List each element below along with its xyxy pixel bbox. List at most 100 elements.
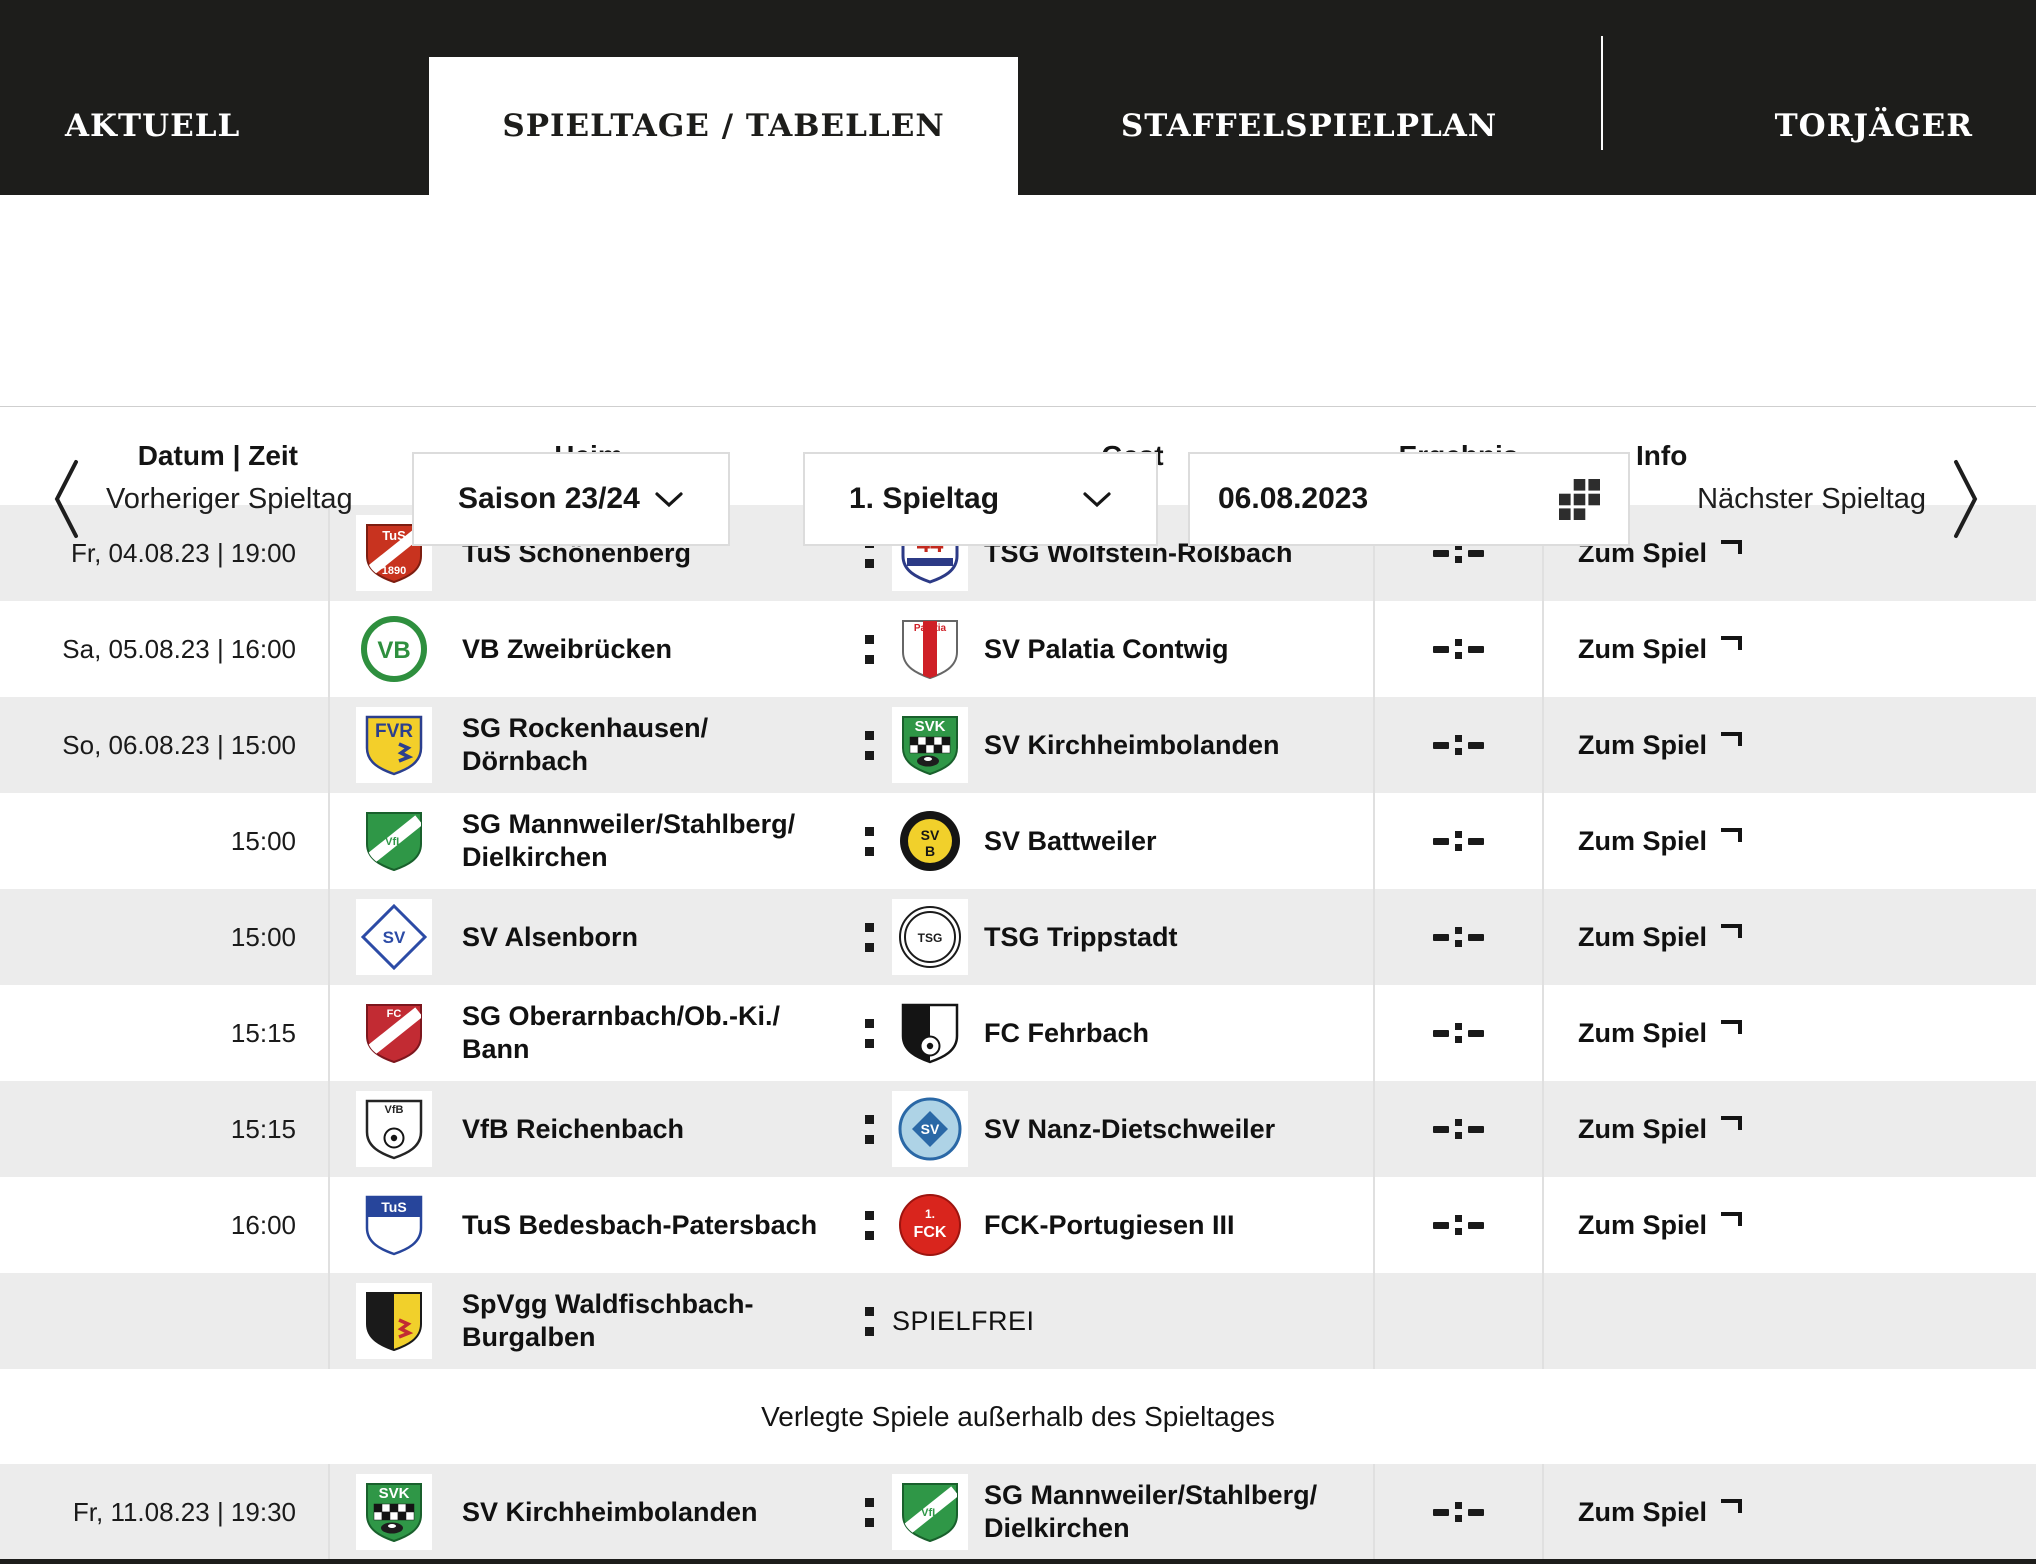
tab-torjaeger[interactable]: TORJÄGER [1774,108,1973,144]
home-team-name[interactable]: SG Rockenhausen/ Dörnbach [462,713,709,776]
guest-team-name[interactable]: SG Mannweiler/Stahlberg/ Dielkirchen [984,1480,1318,1543]
match-row: So, 06.08.23 | 15:00 FVR SG Rockenhausen… [0,697,2036,793]
date-picker[interactable]: 06.08.2023 [1188,452,1630,546]
home-team-name[interactable]: SV Alsenborn [462,921,639,952]
match-link[interactable]: Zum Spiel [1544,889,2036,985]
guest-team: SV SV Nanz-Dietschweiler [892,1081,1373,1177]
result-colon [1455,543,1462,563]
colon-dot [865,942,874,952]
oberarnbach-crest-icon: FC [366,1004,422,1064]
reichenbach-crest-icon: VfB [365,1099,423,1160]
versus-colon-separator [847,1464,892,1560]
nanz-crest-icon: SV [898,1097,962,1161]
tab-spieltage-tabellen-active[interactable]: SPIELTAGE / TABELLEN [429,57,1018,195]
match-link-label: Zum Spiel [1578,729,1708,760]
home-team-name[interactable]: VfB Reichenbach [462,1113,685,1144]
match-link[interactable]: Zum Spiel [1544,697,2036,793]
match-link[interactable]: Zum Spiel [1544,793,2036,889]
postponed-match-table: Fr, 11.08.23 | 19:30 SVK SV Kirchheimbol… [0,1464,2036,1560]
home-team-name[interactable]: VB Zweibrücken [462,633,673,664]
match-link[interactable]: Zum Spiel [1544,601,2036,697]
match-row: 15:15 VfB VfB Reichenbach SV SV Nanz-Die… [0,1081,2036,1177]
match-link[interactable]: Zum Spiel [1544,985,2036,1081]
match-datetime: 16:00 [0,1177,330,1273]
home-team-logo[interactable]: FVR [356,707,432,783]
guest-team-name[interactable]: SV Palatia Contwig [984,633,1229,664]
guest-team-logo[interactable]: TSG [892,899,968,975]
home-team-logo[interactable]: TuS 1890 [356,515,432,591]
home-team: SpVgg Waldfischbach- Burgalben [330,1273,847,1369]
tab-staffelspielplan[interactable]: STAFFELSPIELPLAN [1120,108,1498,144]
matchday-select[interactable]: 1. Spieltag [803,452,1158,546]
fehrbach-crest-icon [901,1003,959,1064]
match-link[interactable]: Zum Spiel [1544,1081,2036,1177]
result-colon [1455,1119,1462,1139]
colon-dot [865,634,874,644]
colon-dot [865,1517,874,1527]
colon-dot [865,1230,874,1240]
postponed-heading: Verlegte Spiele außerhalb des Spieltages [0,1369,2036,1464]
home-team-name[interactable]: TuS Bedesbach-Patersbach [462,1209,818,1240]
guest-team-logo[interactable] [892,995,968,1071]
colon-dot [865,1018,874,1028]
tab-aktuell[interactable]: AKTUELL [65,108,241,144]
guest-team-logo[interactable]: VfL [892,1474,968,1550]
home-team: SV SV Alsenborn [330,889,847,985]
guest-team-name[interactable]: FC Fehrbach [984,1017,1150,1048]
guest-team-logo[interactable]: SVK [892,707,968,783]
match-datetime: So, 06.08.23 | 15:00 [0,697,330,793]
home-team-logo[interactable]: VB [356,611,432,687]
result-colon [1455,639,1462,659]
home-team-logo[interactable]: VfB [356,1091,432,1167]
home-team-logo[interactable]: SVK [356,1474,432,1550]
match-row: Fr, 11.08.23 | 19:30 SVK SV Kirchheimbol… [0,1464,2036,1560]
guest-team-name[interactable]: FCK-Portugiesen III [984,1209,1235,1240]
guest-team-logo[interactable]: SV B [892,803,968,879]
guest-team-logo[interactable]: Palatia [892,611,968,687]
result-dash [1468,1221,1484,1229]
home-team-name[interactable]: SG Mannweiler/Stahlberg/ Dielkirchen [462,809,796,872]
result-colon [1455,927,1462,947]
corner-arrow-icon [1721,1116,1743,1130]
home-team-logo[interactable]: TuS [356,1187,432,1263]
home-team-logo[interactable] [356,1283,432,1359]
result-dash [1433,645,1449,653]
match-link[interactable]: Zum Spiel [1544,1464,2036,1560]
guest-team-name: SPIELFREI [892,1305,1035,1336]
match-result [1373,697,1544,793]
guest-team: SV B SV Battweiler [892,793,1373,889]
home-team-logo[interactable]: FC [356,995,432,1071]
guest-team-logo[interactable]: 1. FCK [892,1187,968,1263]
colon-dot [865,846,874,856]
home-team-logo[interactable]: VfL [356,803,432,879]
home-team-logo[interactable]: SV [356,899,432,975]
home-team: VB VB Zweibrücken [330,601,847,697]
guest-team: SVK SV Kirchheimbolanden [892,697,1373,793]
versus-colon-separator [847,601,892,697]
colon-dot [865,1114,874,1124]
fck-crest-icon: 1. FCK [899,1194,961,1256]
guest-team-name[interactable]: SV Kirchheimbolanden [984,729,1280,760]
mannweiler-crest-icon: VfL [366,812,422,872]
home-team-name[interactable]: SG Oberarnbach/Ob.-Ki./ Bann [462,1001,781,1064]
season-select[interactable]: Saison 23/24 [412,452,730,546]
guest-team-logo[interactable]: SV [892,1091,968,1167]
match-link[interactable]: Zum Spiel [1544,1177,2036,1273]
colon-dot [865,1134,874,1144]
home-team-name[interactable]: SpVgg Waldfischbach- Burgalben [462,1289,754,1352]
colon-dot [865,922,874,932]
kirchheimbolanden-crest-icon: SVK [366,1483,422,1543]
home-team-name[interactable]: SV Kirchheimbolanden [462,1496,758,1527]
match-result [1373,985,1544,1081]
guest-team-name[interactable]: SV Battweiler [984,825,1157,856]
date-picker-value: 06.08.2023 [1218,482,1369,515]
result-dash [1468,549,1484,557]
home-team: TuS TuS Bedesbach-Patersbach [330,1177,847,1273]
guest-team-name[interactable]: SV Nanz-Dietschweiler [984,1113,1276,1144]
previous-matchday-button[interactable]: Vorheriger Spieltag [52,452,353,546]
guest-team-name[interactable]: TSG Trippstadt [984,921,1178,952]
top-tab-bar: AKTUELL SPIELTAGE / TABELLEN STAFFELSPIE… [0,0,2036,195]
versus-colon-separator [847,1177,892,1273]
next-matchday-button[interactable]: Nächster Spieltag [1697,452,1980,546]
